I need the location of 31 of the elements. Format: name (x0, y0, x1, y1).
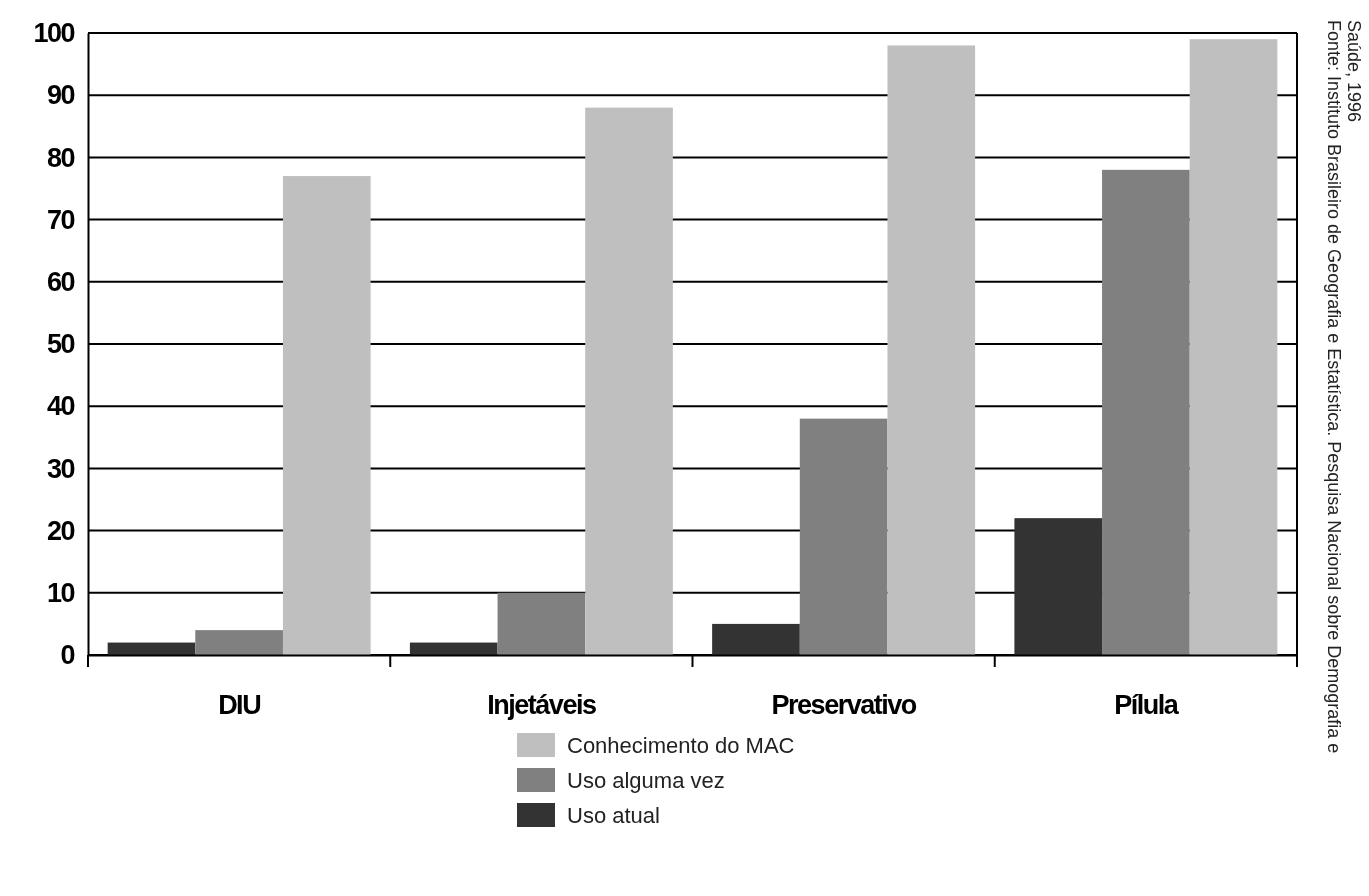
bar (585, 107, 673, 655)
x-tick-label: Preservativo (771, 690, 917, 721)
bar (1189, 39, 1278, 655)
bar (887, 45, 976, 655)
bar (497, 592, 586, 655)
y-tick-label: 90 (46, 80, 75, 111)
bar (282, 176, 371, 655)
bar (1102, 169, 1190, 655)
x-tick-label: Injetáveis (487, 690, 596, 721)
legend-label: Uso alguma vez (567, 768, 725, 793)
x-tick-label: Pílula (1114, 690, 1180, 721)
bar (195, 630, 283, 655)
bar (1014, 518, 1103, 655)
bar (107, 642, 196, 655)
y-tick-label: 20 (46, 515, 75, 546)
legend-label: Conhecimento do MAC (567, 733, 795, 758)
source-note: Fonte: Instituto Brasileiro de Geografia e Estatística. Pesquisa Nacional sobre Demografia e Saúde, 1996 (1324, 20, 1364, 754)
y-tick-label: 80 (46, 142, 75, 173)
x-tick-label: DIU (218, 690, 261, 721)
bar (712, 623, 800, 655)
bar (409, 642, 498, 655)
y-tick-label: 0 (60, 640, 75, 671)
y-tick-label: 60 (46, 266, 75, 297)
y-tick-label: 40 (46, 391, 75, 422)
legend-label: Uso atual (567, 803, 660, 828)
y-tick-label: 50 (46, 329, 75, 360)
y-tick-label: 10 (46, 577, 75, 608)
bar (799, 418, 888, 655)
y-tick-label: 100 (33, 18, 75, 49)
y-tick-label: 30 (46, 453, 75, 484)
y-tick-label: 70 (46, 204, 75, 235)
